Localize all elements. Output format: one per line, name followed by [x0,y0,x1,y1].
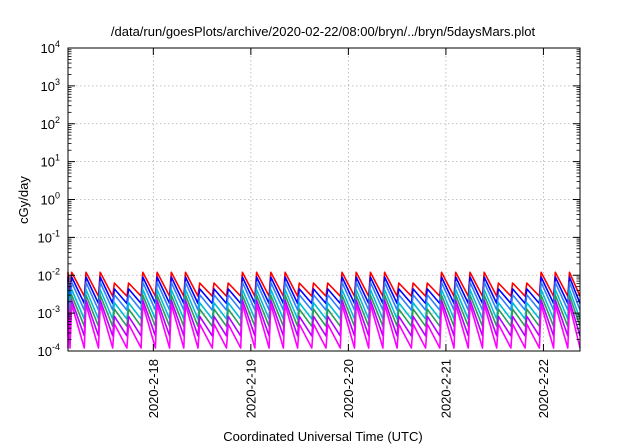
y-tick-label: 10-1 [38,228,60,245]
x-tick-labels: 2020-2-18 2020-2-19 2020-2-20 2020-2-21 2020… [146,359,551,418]
x-axis-label: Coordinated Universal Time (UTC) [223,429,422,444]
x-tick-label: 2020-2-18 [146,359,161,418]
y-tick-label: 102 [41,115,60,132]
x-tick-label: 2020-2-19 [243,359,258,418]
y-tick-label: 104 [41,39,60,56]
y-tick-labels: 10-4 10-3 10-2 10-1 100 101 102 103 104 [38,39,60,359]
x-tick-label: 2020-2-21 [438,359,453,418]
series-line [67,281,581,311]
series-group [67,271,581,349]
y-axis-label: cGy/day [16,176,31,224]
y-tick-label: 101 [41,153,60,170]
tick-group [68,47,580,352]
series-line [67,294,581,328]
series-line [67,299,581,337]
x-tick-label: 2020-2-20 [341,359,356,418]
y-tick-label: 10-2 [38,266,60,283]
y-tick-label: 100 [41,191,60,208]
y-tick-label: 103 [41,77,60,94]
y-tick-label: 10-4 [38,342,60,359]
series-line [67,303,581,349]
y-tick-label: 10-3 [38,304,60,321]
chart-title: /data/run/goesPlots/archive/2020-02-22/0… [111,24,536,39]
series-line [67,271,581,297]
x-tick-label: 2020-2-22 [536,359,551,418]
